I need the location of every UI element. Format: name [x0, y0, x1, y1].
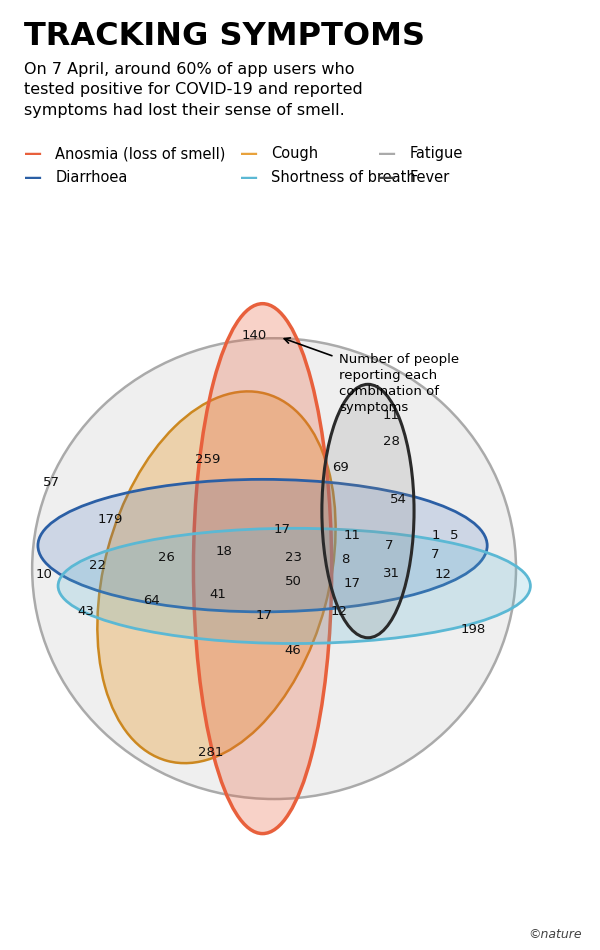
Text: ©nature: ©nature	[529, 927, 582, 940]
Text: Cough: Cough	[271, 146, 319, 162]
Text: 140: 140	[241, 329, 266, 342]
Text: 54: 54	[389, 493, 406, 506]
Text: 18: 18	[215, 545, 232, 558]
Text: 10: 10	[35, 568, 52, 580]
Text: 28: 28	[383, 435, 400, 448]
Text: 198: 198	[460, 622, 485, 636]
Text: 7: 7	[431, 548, 440, 560]
Text: 46: 46	[285, 644, 301, 657]
Text: 41: 41	[210, 588, 227, 601]
Text: 17: 17	[343, 577, 361, 590]
Text: 8: 8	[341, 554, 349, 566]
Ellipse shape	[58, 528, 530, 643]
Text: 69: 69	[332, 462, 349, 474]
Text: 281: 281	[198, 747, 223, 759]
Text: —: —	[240, 169, 258, 186]
Ellipse shape	[32, 338, 516, 799]
Text: 12: 12	[434, 568, 451, 580]
Text: 26: 26	[158, 551, 175, 563]
Text: TRACKING SYMPTOMS: TRACKING SYMPTOMS	[24, 21, 425, 52]
Text: 57: 57	[43, 476, 59, 488]
Text: 17: 17	[273, 522, 290, 536]
Text: 31: 31	[383, 567, 400, 580]
Ellipse shape	[193, 304, 332, 833]
Text: 179: 179	[97, 513, 122, 526]
Text: 7: 7	[385, 539, 394, 552]
Text: 43: 43	[77, 605, 94, 618]
Text: Diarrhoea: Diarrhoea	[55, 170, 128, 185]
Text: 64: 64	[143, 594, 160, 607]
Text: —: —	[378, 169, 396, 186]
Text: 1: 1	[431, 529, 440, 542]
Text: 23: 23	[284, 551, 302, 563]
Text: 50: 50	[284, 575, 302, 588]
Text: 17: 17	[256, 609, 273, 622]
Text: 11: 11	[343, 529, 361, 542]
Ellipse shape	[97, 391, 335, 763]
Text: Fatigue: Fatigue	[409, 146, 463, 162]
Text: 11: 11	[383, 409, 400, 423]
Text: 22: 22	[89, 560, 106, 572]
Text: On 7 April, around 60% of app users who
tested positive for COVID-19 and reporte: On 7 April, around 60% of app users who …	[24, 62, 363, 118]
Text: Fever: Fever	[409, 170, 449, 185]
Text: —: —	[24, 145, 42, 162]
Text: 12: 12	[331, 605, 347, 618]
Text: —: —	[378, 145, 396, 162]
Text: Anosmia (loss of smell): Anosmia (loss of smell)	[55, 146, 226, 162]
Text: Shortness of breath: Shortness of breath	[271, 170, 416, 185]
Text: 5: 5	[450, 529, 458, 542]
Ellipse shape	[322, 385, 414, 637]
Text: —: —	[240, 145, 258, 162]
Text: —: —	[24, 169, 42, 186]
Text: 259: 259	[195, 453, 221, 466]
Text: Number of people
reporting each
combination of
symptoms: Number of people reporting each combinat…	[339, 352, 459, 413]
Ellipse shape	[38, 480, 487, 612]
